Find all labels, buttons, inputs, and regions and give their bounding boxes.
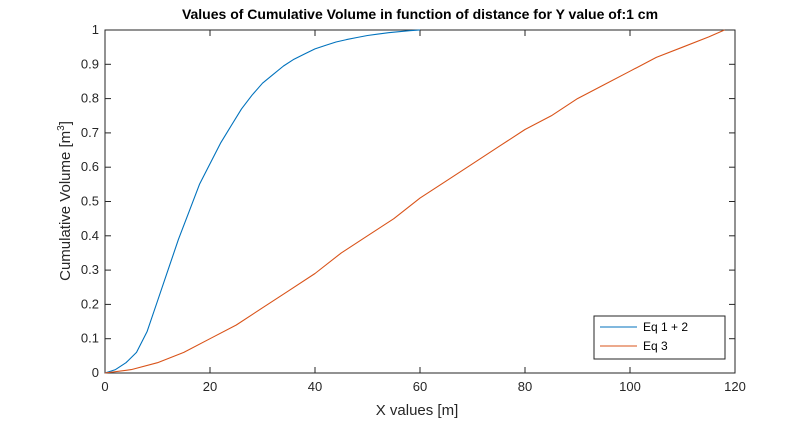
y-tick-label: 0.6 <box>81 159 99 174</box>
x-tick-label: 40 <box>308 379 322 394</box>
legend-label-eq3: Eq 3 <box>643 339 668 353</box>
series-line-eq3 <box>104 29 725 374</box>
y-tick-label: 0 <box>92 365 99 380</box>
y-tick-label: 1 <box>92 22 99 37</box>
y-axis-label-main: Cumulative Volume [m <box>57 131 74 281</box>
x-tick-label: 60 <box>413 379 427 394</box>
y-tick-label: 0.4 <box>81 228 99 243</box>
x-tick-label: 80 <box>518 379 532 394</box>
y-tick-label: 0.1 <box>81 331 99 346</box>
series-line-eq12 <box>104 29 421 374</box>
legend: Eq 1 + 2 Eq 3 <box>593 315 726 360</box>
series-layer <box>104 29 725 374</box>
y-tick-label: 0.7 <box>81 125 99 140</box>
y-tick-label: 0.5 <box>81 194 99 209</box>
y-axis-label-superscript: 3 <box>56 125 67 131</box>
x-axis-label: X values [m] <box>376 402 459 419</box>
x-tick-label: 20 <box>203 379 217 394</box>
y-tick-label: 0.2 <box>81 296 99 311</box>
x-tick-label: 0 <box>101 379 108 394</box>
axis-ticks: 0 20 40 60 80 100 120 0 0.1 0.2 0.3 0.4 0.5 0.6 0.7 0.8… <box>81 22 746 394</box>
y-axis-label: Cumulative Volume [m3] <box>56 121 74 281</box>
legend-box <box>593 315 726 360</box>
legend-label-eq12: Eq 1 + 2 <box>643 320 688 334</box>
y-axis-label-close: ] <box>57 121 74 125</box>
y-tick-label: 0.9 <box>81 56 99 71</box>
y-tick-label: 0.8 <box>81 91 99 106</box>
chart-title: Values of Cumulative Volume in function … <box>182 6 658 22</box>
x-tick-label: 120 <box>724 379 746 394</box>
x-tick-label: 100 <box>619 379 641 394</box>
y-tick-label: 0.3 <box>81 262 99 277</box>
